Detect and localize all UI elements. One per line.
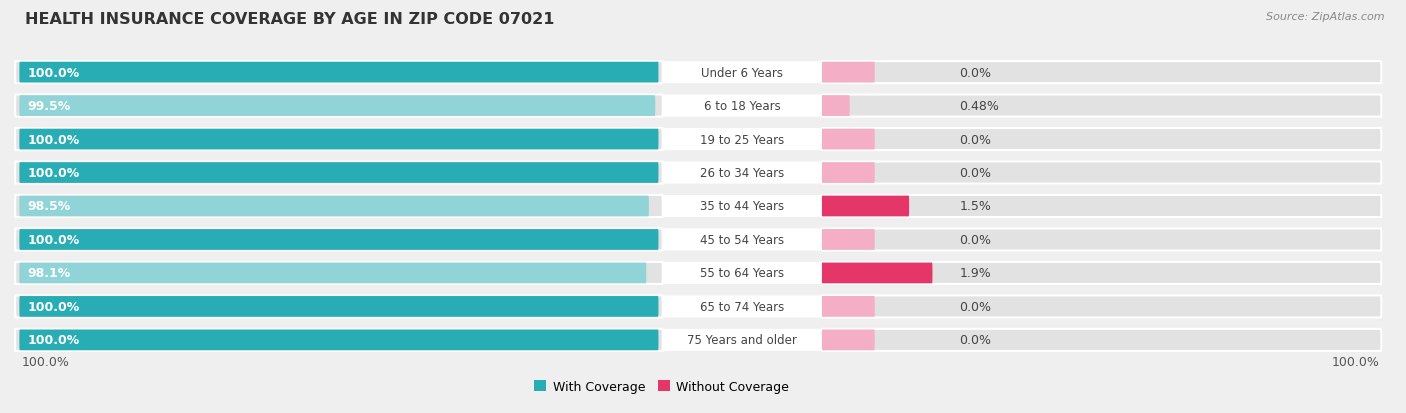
FancyBboxPatch shape	[15, 262, 662, 284]
FancyBboxPatch shape	[15, 162, 662, 184]
FancyBboxPatch shape	[15, 129, 662, 151]
Text: 1.5%: 1.5%	[959, 200, 991, 213]
FancyBboxPatch shape	[15, 229, 662, 251]
FancyBboxPatch shape	[821, 329, 1381, 351]
Text: 100.0%: 100.0%	[28, 334, 80, 347]
FancyBboxPatch shape	[662, 62, 821, 84]
Text: 0.0%: 0.0%	[959, 300, 991, 313]
FancyBboxPatch shape	[662, 195, 821, 218]
FancyBboxPatch shape	[662, 329, 821, 351]
Text: 0.48%: 0.48%	[959, 100, 1000, 113]
FancyBboxPatch shape	[20, 196, 650, 217]
Text: 98.1%: 98.1%	[28, 267, 72, 280]
FancyBboxPatch shape	[15, 195, 662, 218]
FancyBboxPatch shape	[821, 196, 910, 217]
Text: 65 to 74 Years: 65 to 74 Years	[700, 300, 785, 313]
FancyBboxPatch shape	[821, 96, 849, 117]
FancyBboxPatch shape	[20, 330, 658, 350]
FancyBboxPatch shape	[20, 96, 655, 117]
Text: 100.0%: 100.0%	[28, 233, 80, 247]
Text: Source: ZipAtlas.com: Source: ZipAtlas.com	[1267, 12, 1385, 22]
Text: 26 to 34 Years: 26 to 34 Years	[700, 166, 785, 180]
Text: 35 to 44 Years: 35 to 44 Years	[700, 200, 785, 213]
FancyBboxPatch shape	[821, 129, 875, 150]
Text: 0.0%: 0.0%	[959, 66, 991, 79]
Text: 100.0%: 100.0%	[28, 133, 80, 146]
FancyBboxPatch shape	[821, 63, 875, 83]
FancyBboxPatch shape	[821, 330, 875, 350]
FancyBboxPatch shape	[15, 296, 662, 318]
Text: 99.5%: 99.5%	[28, 100, 72, 113]
FancyBboxPatch shape	[821, 229, 1381, 251]
FancyBboxPatch shape	[20, 63, 658, 83]
FancyBboxPatch shape	[20, 263, 647, 284]
FancyBboxPatch shape	[821, 263, 932, 284]
FancyBboxPatch shape	[662, 129, 821, 151]
FancyBboxPatch shape	[821, 296, 875, 317]
FancyBboxPatch shape	[662, 296, 821, 318]
Text: HEALTH INSURANCE COVERAGE BY AGE IN ZIP CODE 07021: HEALTH INSURANCE COVERAGE BY AGE IN ZIP …	[25, 12, 555, 27]
Text: 75 Years and older: 75 Years and older	[688, 334, 797, 347]
FancyBboxPatch shape	[15, 95, 662, 117]
Text: 6 to 18 Years: 6 to 18 Years	[704, 100, 780, 113]
Text: 0.0%: 0.0%	[959, 133, 991, 146]
FancyBboxPatch shape	[821, 262, 1381, 284]
FancyBboxPatch shape	[821, 162, 1381, 184]
FancyBboxPatch shape	[662, 162, 821, 184]
FancyBboxPatch shape	[821, 296, 1381, 318]
FancyBboxPatch shape	[15, 62, 662, 84]
FancyBboxPatch shape	[20, 296, 658, 317]
FancyBboxPatch shape	[821, 129, 1381, 151]
FancyBboxPatch shape	[20, 163, 658, 183]
FancyBboxPatch shape	[662, 262, 821, 284]
Text: 45 to 54 Years: 45 to 54 Years	[700, 233, 785, 247]
FancyBboxPatch shape	[821, 163, 875, 183]
FancyBboxPatch shape	[662, 95, 821, 117]
FancyBboxPatch shape	[821, 62, 1381, 84]
FancyBboxPatch shape	[821, 95, 1381, 117]
FancyBboxPatch shape	[821, 195, 1381, 218]
Text: 19 to 25 Years: 19 to 25 Years	[700, 133, 785, 146]
Text: 55 to 64 Years: 55 to 64 Years	[700, 267, 785, 280]
Text: 100.0%: 100.0%	[1331, 355, 1379, 368]
FancyBboxPatch shape	[20, 230, 658, 250]
FancyBboxPatch shape	[20, 129, 658, 150]
FancyBboxPatch shape	[15, 329, 662, 351]
Text: 100.0%: 100.0%	[21, 355, 69, 368]
Text: 100.0%: 100.0%	[28, 66, 80, 79]
Text: 0.0%: 0.0%	[959, 334, 991, 347]
Text: 100.0%: 100.0%	[28, 166, 80, 180]
Text: 0.0%: 0.0%	[959, 233, 991, 247]
FancyBboxPatch shape	[821, 230, 875, 250]
Text: 98.5%: 98.5%	[28, 200, 72, 213]
Text: 1.9%: 1.9%	[959, 267, 991, 280]
Legend: With Coverage, Without Coverage: With Coverage, Without Coverage	[529, 375, 794, 398]
Text: 0.0%: 0.0%	[959, 166, 991, 180]
Text: 100.0%: 100.0%	[28, 300, 80, 313]
FancyBboxPatch shape	[662, 229, 821, 251]
Text: Under 6 Years: Under 6 Years	[702, 66, 783, 79]
